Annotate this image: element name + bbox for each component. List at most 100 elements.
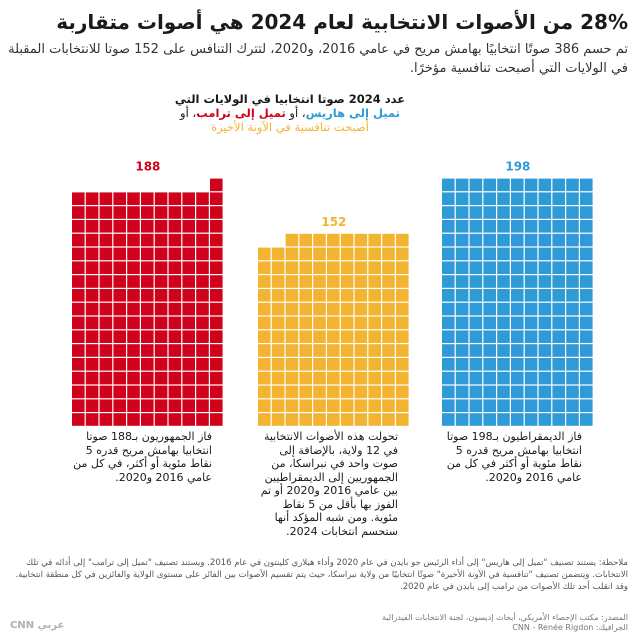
waffle-cell — [580, 399, 593, 412]
waffle-cell — [396, 385, 409, 399]
waffle-cell — [127, 413, 140, 426]
waffle-cell — [552, 247, 565, 261]
waffle-cell — [196, 358, 209, 371]
waffle-cell — [382, 413, 395, 426]
waffle-cell — [154, 316, 168, 330]
waffle-cell — [382, 247, 395, 261]
waffle-cell — [196, 330, 209, 343]
waffle-cell — [442, 233, 455, 247]
waffle-cell — [566, 178, 579, 192]
waffle-cell — [566, 358, 579, 371]
waffle-cell — [483, 220, 496, 233]
waffle-cell — [196, 192, 209, 205]
waffle-cell — [455, 316, 469, 330]
waffle-cell — [511, 371, 524, 385]
waffle-cell — [511, 316, 524, 330]
waffle-cell — [340, 344, 354, 357]
waffle-cell — [168, 385, 182, 399]
waffle-cell — [285, 413, 299, 426]
waffle-cell — [455, 330, 469, 343]
waffle-value-label-0: 188 — [135, 160, 160, 174]
waffle-cell — [285, 302, 299, 316]
page-title: 28% من الأصوات الانتخابية لعام 2024 هي أ… — [56, 10, 628, 34]
waffle-cell — [258, 275, 271, 288]
waffle-cell — [396, 233, 409, 247]
waffle-cell — [141, 344, 154, 357]
waffle-cell — [538, 344, 552, 357]
waffle-cell — [442, 247, 455, 261]
waffle-cell — [258, 247, 271, 261]
waffle-cell — [442, 275, 455, 288]
waffle-cell — [271, 330, 285, 343]
waffle-cell — [113, 192, 126, 205]
waffle-cell — [182, 247, 195, 261]
waffle-cell — [580, 261, 593, 274]
waffle-cell — [483, 233, 496, 247]
waffle-cell — [354, 399, 368, 412]
waffle-cell — [141, 316, 154, 330]
waffle-cell — [299, 399, 312, 412]
waffle-cell — [127, 192, 140, 205]
waffle-cell — [340, 358, 354, 371]
waffle-cell — [182, 316, 195, 330]
waffle-cell — [455, 178, 469, 192]
waffle-cell — [538, 330, 552, 343]
waffle-cell — [327, 344, 340, 357]
waffle-cell — [524, 385, 538, 399]
waffle-cell — [99, 371, 113, 385]
waffle-cell — [340, 330, 354, 343]
waffle-cell — [552, 261, 565, 274]
waffle-cell — [113, 371, 126, 385]
waffle-cell — [396, 261, 409, 274]
waffle-cell — [538, 399, 552, 412]
waffle-cell — [455, 399, 469, 412]
waffle-cell — [511, 220, 524, 233]
waffle-cell — [497, 289, 510, 302]
waffle-cell — [327, 358, 340, 371]
waffle-cell — [271, 289, 285, 302]
waffle-cell — [141, 289, 154, 302]
waffle-cell — [72, 385, 85, 399]
waffle-cell — [285, 247, 299, 261]
waffle-cell — [271, 316, 285, 330]
waffle-cell — [99, 289, 113, 302]
waffle-cell — [538, 413, 552, 426]
waffle-cell — [538, 178, 552, 192]
waffle-cell — [141, 206, 154, 219]
waffle-cell — [455, 371, 469, 385]
waffle-cell — [566, 316, 579, 330]
waffle-cell — [483, 275, 496, 288]
waffle-cell — [354, 316, 368, 330]
waffle-cell — [469, 261, 483, 274]
waffle-cell — [442, 316, 455, 330]
legend: عدد 2024 صوتا انتخابيا في الولايات التي … — [150, 92, 430, 134]
waffle-cell — [168, 220, 182, 233]
subtitle: تم حسم 386 صوتًا انتخابيًا بهامش مريح في… — [8, 42, 628, 76]
waffle-cell — [182, 371, 195, 385]
waffle-cell — [127, 330, 140, 343]
waffle-cell — [552, 358, 565, 371]
waffle-cell — [99, 358, 113, 371]
waffle-cell — [154, 358, 168, 371]
waffle-cell — [354, 247, 368, 261]
waffle-cell — [168, 233, 182, 247]
waffle-cell — [141, 399, 154, 412]
waffle-cell — [396, 344, 409, 357]
waffle-cell — [285, 399, 299, 412]
waffle-cell — [354, 275, 368, 288]
waffle-cell — [442, 261, 455, 274]
waffle-cell — [552, 302, 565, 316]
waffle-cell — [442, 358, 455, 371]
waffle-cell — [354, 289, 368, 302]
waffle-cell — [396, 371, 409, 385]
waffle-value-label-2: 198 — [505, 160, 530, 174]
waffle-cell — [72, 247, 85, 261]
waffle-cell — [442, 178, 455, 192]
waffle-cell — [127, 316, 140, 330]
waffle-cell — [99, 220, 113, 233]
waffle-cell — [580, 289, 593, 302]
waffle-cell — [469, 206, 483, 219]
waffle-cell — [580, 233, 593, 247]
waffle-cell — [483, 330, 496, 343]
waffle-cell — [168, 399, 182, 412]
